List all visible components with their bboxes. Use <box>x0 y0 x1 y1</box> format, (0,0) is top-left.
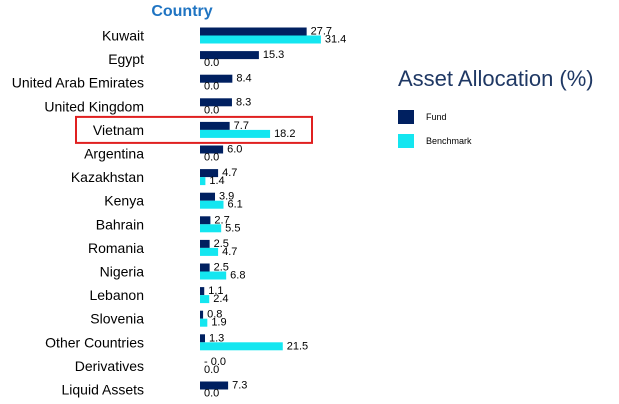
value-label-benchmark-bahrain: 5.5 <box>225 222 240 234</box>
value-label-benchmark-derivatives: 0.0 <box>204 364 219 376</box>
bar-row-lebanon: Lebanon 1.12.4 <box>89 285 228 305</box>
value-label-benchmark-romania: 4.7 <box>222 246 237 258</box>
value-label-fund-nigeria: 2.5 <box>214 262 229 274</box>
value-label-benchmark-argentina: 0.0 <box>204 152 219 164</box>
value-label-fund-lebanon: 1.1 <box>208 285 223 297</box>
bar-benchmark-other-countries <box>200 342 283 351</box>
category-label-united-kingdom: United Kingdom <box>44 98 144 114</box>
bar-fund-slovenia <box>200 310 204 319</box>
category-label-kazakhstan: Kazakhstan <box>71 169 144 185</box>
value-label-benchmark-united-arab-emirates: 0.0 <box>204 81 219 93</box>
bar-benchmark-slovenia <box>200 318 208 327</box>
bar-benchmark-romania <box>200 247 219 256</box>
bar-fund-liquid-assets <box>200 381 229 390</box>
bar-benchmark-nigeria <box>200 271 227 280</box>
bar-fund-kazakhstan <box>200 169 219 178</box>
value-label-benchmark-kenya: 6.1 <box>227 199 242 211</box>
value-label-fund-vietnam: 7.7 <box>234 120 249 132</box>
bar-fund-vietnam <box>200 121 230 130</box>
bar-row-nigeria: Nigeria 2.56.8 <box>100 262 246 282</box>
bar-row-united-arab-emirates: United Arab Emirates 8.4 0.0 <box>12 73 252 93</box>
category-label-egypt: Egypt <box>108 51 144 67</box>
bar-fund-egypt <box>200 51 259 60</box>
value-label-benchmark-kuwait: 31.4 <box>325 34 346 46</box>
value-label-fund-united-arab-emirates: 8.4 <box>236 73 251 85</box>
value-label-fund-other-countries: 1.3 <box>209 332 224 344</box>
bar-fund-united-kingdom <box>200 98 232 107</box>
bar-benchmark-bahrain <box>200 224 222 233</box>
value-label-benchmark-slovenia: 1.9 <box>211 317 226 329</box>
value-label-fund-liquid-assets: 7.3 <box>232 380 247 392</box>
legend-swatch-fund <box>398 110 414 124</box>
bar-row-bahrain: Bahrain 2.75.5 <box>96 214 241 234</box>
value-label-benchmark-kazakhstan: 1.4 <box>209 175 224 187</box>
category-label-liquid-assets: Liquid Assets <box>62 382 145 398</box>
bar-fund-kuwait <box>200 27 307 36</box>
bar-fund-argentina <box>200 145 224 154</box>
category-label-argentina: Argentina <box>84 146 144 162</box>
bar-row-romania: Romania 2.54.7 <box>88 238 237 258</box>
bar-fund-united-arab-emirates <box>200 74 233 83</box>
value-label-fund-slovenia: 0.8 <box>207 309 222 321</box>
value-label-fund-derivatives: - 0.0 <box>204 356 226 368</box>
value-label-fund-romania: 2.5 <box>214 238 229 250</box>
value-label-benchmark-liquid-assets: 0.0 <box>204 388 219 400</box>
value-label-benchmark-united-kingdom: 0.0 <box>204 104 219 116</box>
value-label-benchmark-nigeria: 6.8 <box>230 270 245 282</box>
value-label-fund-united-kingdom: 8.3 <box>236 96 251 108</box>
highlight-box <box>75 115 313 144</box>
value-label-benchmark-vietnam: 18.2 <box>274 128 295 140</box>
category-label-romania: Romania <box>88 240 144 256</box>
bar-row-liquid-assets: Liquid Assets 7.3 0.0 <box>62 380 248 400</box>
bar-benchmark-kenya <box>200 200 224 209</box>
bar-fund-romania <box>200 239 210 248</box>
legend-swatch-benchmark <box>398 134 414 148</box>
bar-row-other-countries: Other Countries 1.3 21.5 <box>45 332 308 352</box>
country-column-header: Country <box>151 3 212 20</box>
value-label-fund-bahrain: 2.7 <box>214 214 229 226</box>
category-label-united-arab-emirates: United Arab Emirates <box>12 75 144 91</box>
chart-title: Asset Allocation (%) <box>398 66 594 91</box>
value-label-fund-kazakhstan: 4.7 <box>222 167 237 179</box>
bar-row-united-kingdom: United Kingdom 8.3 0.0 <box>44 96 251 116</box>
bar-benchmark-kazakhstan <box>200 177 206 186</box>
category-label-lebanon: Lebanon <box>89 287 144 303</box>
bar-fund-nigeria <box>200 263 210 272</box>
bar-benchmark-vietnam <box>200 129 271 138</box>
bar-row-argentina: Argentina 6.0 0.0 <box>84 144 242 164</box>
value-label-fund-egypt: 15.3 <box>263 49 284 61</box>
category-label-derivatives: Derivatives <box>75 358 144 374</box>
bar-fund-bahrain <box>200 216 211 225</box>
bar-row-derivatives: Derivatives - 0.00.0 <box>75 356 226 376</box>
category-label-nigeria: Nigeria <box>100 264 145 280</box>
value-label-benchmark-lebanon: 2.4 <box>213 293 228 305</box>
bar-fund-other-countries <box>200 334 206 343</box>
bar-row-vietnam: Vietnam 7.7 18.2 <box>93 120 296 140</box>
bar-benchmark-kuwait <box>200 35 321 44</box>
category-label-kuwait: Kuwait <box>102 28 144 44</box>
legend-label-fund: Fund <box>426 112 447 122</box>
category-label-kenya: Kenya <box>104 193 144 209</box>
bar-fund-kenya <box>200 192 216 201</box>
category-label-slovenia: Slovenia <box>90 311 144 327</box>
value-label-fund-kuwait: 27.7 <box>311 26 332 38</box>
value-label-benchmark-other-countries: 21.5 <box>287 340 308 352</box>
category-label-vietnam: Vietnam <box>93 122 144 138</box>
bar-fund-lebanon <box>200 287 205 296</box>
category-label-other-countries: Other Countries <box>45 334 144 350</box>
bar-row-slovenia: Slovenia 0.81.9 <box>90 309 226 329</box>
bar-row-egypt: Egypt 15.3 0.0 <box>108 49 284 69</box>
category-label-bahrain: Bahrain <box>96 216 144 232</box>
bar-row-kazakhstan: Kazakhstan 4.71.4 <box>71 167 238 187</box>
value-label-benchmark-egypt: 0.0 <box>204 57 219 69</box>
value-label-fund-argentina: 6.0 <box>227 144 242 156</box>
value-label-fund-kenya: 3.9 <box>219 191 234 203</box>
bar-benchmark-lebanon <box>200 295 210 304</box>
bar-row-kuwait: Kuwait 27.731.4 <box>102 26 346 46</box>
legend-label-benchmark: Benchmark <box>426 136 472 146</box>
legend: Fund Benchmark <box>398 110 472 148</box>
bar-row-kenya: Kenya 3.96.1 <box>104 191 242 211</box>
